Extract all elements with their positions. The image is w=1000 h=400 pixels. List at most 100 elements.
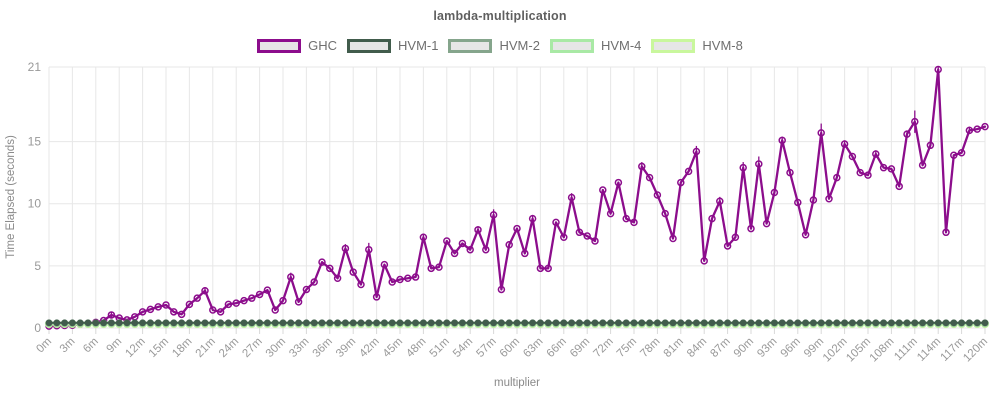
data-point-GHC (918, 161, 927, 169)
data-point-GHC (560, 233, 568, 242)
data-point-HVM-1 (654, 319, 661, 327)
legend-item-hvm-4[interactable]: HVM-4 (549, 38, 641, 53)
data-point-GHC (310, 278, 318, 286)
data-point-GHC (552, 218, 560, 227)
data-point-GHC (162, 301, 170, 309)
x-tick-label: 102m (821, 336, 850, 365)
data-point-HVM-1 (856, 319, 864, 327)
data-point-GHC (723, 242, 732, 250)
data-point-HVM-1 (264, 319, 271, 327)
x-tick-label: 30m (264, 336, 288, 360)
legend-item-hvm-8[interactable]: HVM-8 (651, 38, 743, 53)
data-point-HVM-1 (685, 319, 692, 327)
data-point-GHC (201, 286, 209, 295)
data-point-HVM-1 (427, 319, 435, 327)
data-point-GHC (240, 296, 248, 305)
data-point-HVM-1 (396, 319, 404, 327)
data-point-HVM-1 (903, 319, 911, 327)
data-point-HVM-1 (700, 319, 708, 327)
data-point-HVM-1 (537, 319, 544, 327)
data-point-GHC (716, 197, 724, 205)
data-point-HVM-1 (69, 319, 76, 327)
data-point-GHC (404, 274, 412, 283)
legend-swatch-icon (651, 38, 696, 53)
data-point-HVM-1 (373, 319, 380, 327)
data-point-GHC (294, 298, 303, 306)
data-point-HVM-1 (849, 319, 856, 327)
x-tick-label: 15m (147, 336, 171, 360)
data-point-HVM-1 (661, 319, 669, 327)
y-tick-label: 0 (34, 321, 41, 335)
x-tick-label: 114m (915, 336, 943, 364)
data-point-HVM-1 (630, 319, 638, 327)
data-point-HVM-1 (201, 319, 209, 327)
data-point-GHC (146, 305, 155, 314)
data-point-GHC (248, 294, 256, 302)
legend-item-hvm-2[interactable]: HVM-2 (448, 38, 540, 53)
data-point-GHC (349, 268, 357, 276)
x-tick-label: 21m (194, 336, 218, 360)
x-tick-label: 36m (311, 336, 335, 360)
data-point-GHC (482, 245, 490, 254)
data-point-GHC (942, 228, 950, 237)
data-point-GHC (271, 306, 279, 314)
data-point-HVM-1 (981, 319, 989, 327)
data-point-HVM-1 (443, 319, 451, 327)
data-point-GHC (638, 162, 646, 171)
data-point-GHC (817, 129, 825, 137)
y-axis-title: Time Elapsed (seconds) (5, 135, 17, 259)
data-point-GHC (333, 274, 342, 283)
data-point-GHC (934, 65, 942, 74)
data-point-GHC (950, 151, 958, 159)
data-point-HVM-1 (84, 319, 92, 327)
data-point-HVM-1 (708, 319, 716, 327)
x-tick-label: 18m (170, 336, 194, 360)
data-point-GHC (957, 149, 966, 157)
x-tick-label: 51m (428, 336, 452, 360)
data-point-HVM-1 (193, 319, 201, 327)
data-point-GHC (505, 240, 513, 249)
legend-item-hvm-1[interactable]: HVM-1 (347, 38, 438, 53)
legend-item-ghc[interactable]: GHC (257, 38, 337, 53)
data-point-GHC (700, 257, 708, 265)
data-point-GHC (287, 273, 295, 281)
x-tick-label: 93m (755, 336, 779, 360)
data-point-GHC (302, 285, 311, 294)
data-point-GHC (622, 214, 630, 223)
x-tick-label: 54m (451, 336, 475, 360)
data-point-HVM-1 (825, 319, 833, 327)
data-point-GHC (895, 182, 903, 191)
data-point-HVM-1 (240, 319, 248, 327)
data-point-GHC (372, 293, 381, 301)
data-point-GHC (411, 273, 420, 281)
data-point-GHC (903, 130, 911, 138)
legend-label: GHC (308, 38, 338, 53)
data-point-HVM-1 (498, 319, 505, 327)
data-point-GHC (466, 245, 474, 254)
data-point-HVM-1 (318, 319, 326, 327)
data-point-GHC (965, 126, 974, 135)
data-point-HVM-1 (880, 319, 887, 327)
data-point-HVM-1 (334, 319, 341, 327)
legend-label: HVM-1 (398, 38, 439, 53)
x-tick-label: 90m (732, 336, 756, 360)
x-tick-label: 39m (334, 336, 358, 360)
data-point-GHC (138, 308, 147, 316)
data-point-HVM-1 (474, 319, 482, 327)
data-point-HVM-1 (162, 319, 170, 327)
data-point-GHC (848, 152, 857, 161)
data-point-GHC (388, 278, 396, 286)
data-point-GHC (443, 237, 451, 245)
data-point-HVM-1 (552, 319, 560, 327)
data-point-HVM-1 (599, 319, 607, 327)
x-tick-label: 108m (868, 336, 897, 365)
legend-swatch-icon (448, 38, 493, 53)
data-point-HVM-1 (669, 319, 677, 327)
data-point-GHC (450, 249, 459, 258)
data-point-HVM-1 (934, 319, 942, 327)
data-point-HVM-1 (763, 319, 770, 327)
data-point-GHC (786, 168, 794, 177)
data-point-HVM-1 (724, 319, 731, 327)
data-point-GHC (544, 264, 552, 273)
data-point-GHC (739, 163, 747, 172)
